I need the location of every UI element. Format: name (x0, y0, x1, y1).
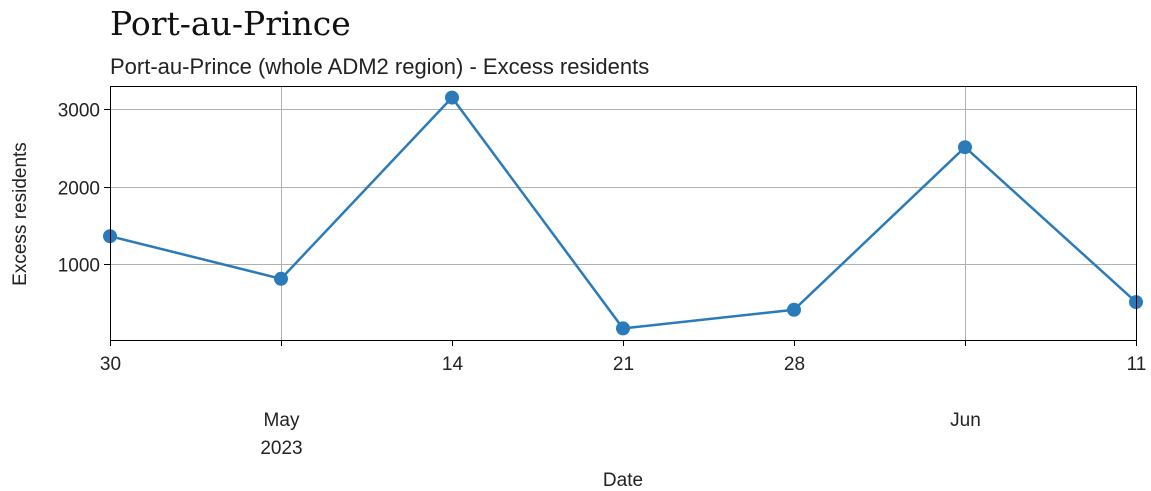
chart-title: Port-au-Prince (whole ADM2 region) - Exc… (110, 54, 649, 79)
y-axis-label: Excess residents (10, 142, 31, 286)
data-point (958, 140, 972, 155)
x-tick-label: 14 (442, 354, 464, 375)
y-axis: 1000 2000 3000 (58, 101, 110, 277)
x-month-label: Jun (950, 410, 981, 431)
x-tick-label: 28 (784, 354, 805, 375)
x-year-label: 2023 (260, 438, 302, 459)
data-point (445, 90, 459, 105)
x-axis-label: Date (603, 470, 643, 491)
plot-frame (110, 86, 1137, 341)
x-tick-label: 11 (1127, 354, 1147, 375)
x-month-label: May (264, 410, 300, 431)
series-line (109, 95, 1137, 330)
x-tick-label: 30 (100, 354, 121, 375)
grid-lines (110, 86, 1136, 340)
data-point (616, 321, 630, 336)
data-point (274, 271, 288, 286)
x-tick-label: 21 (613, 354, 634, 375)
y-tick-label: 1000 (58, 256, 100, 277)
data-point (787, 302, 801, 317)
page-title: Port-au-Prince (110, 4, 351, 43)
x-axis: 30 14 21 28 11 May 2023 Jun (100, 340, 1146, 459)
y-tick-label: 2000 (58, 179, 100, 200)
data-series (103, 90, 1143, 336)
y-tick-label: 3000 (58, 101, 100, 122)
